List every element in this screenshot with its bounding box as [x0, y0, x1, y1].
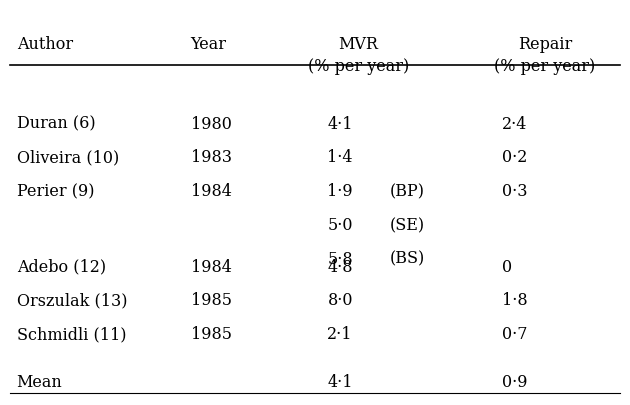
Text: 0·2: 0·2: [501, 149, 527, 166]
Text: Author: Author: [16, 36, 72, 53]
Text: 1·4: 1·4: [328, 149, 353, 166]
Text: Duran (6): Duran (6): [16, 115, 95, 132]
Text: Adebo (12): Adebo (12): [16, 258, 106, 275]
Text: 1·8: 1·8: [501, 292, 527, 309]
Text: 0: 0: [501, 258, 512, 275]
Text: Year: Year: [191, 36, 227, 53]
Text: 4·1: 4·1: [328, 373, 353, 390]
Text: Perier (9): Perier (9): [16, 183, 94, 200]
Text: MVR
(% per year): MVR (% per year): [308, 36, 409, 75]
Text: 0·7: 0·7: [501, 326, 527, 343]
Text: 5·0: 5·0: [328, 216, 353, 233]
Text: 1984: 1984: [191, 183, 232, 200]
Text: 2·4: 2·4: [501, 115, 527, 132]
Text: 1980: 1980: [191, 115, 232, 132]
Text: 0·9: 0·9: [501, 373, 527, 390]
Text: 4·8: 4·8: [328, 258, 353, 275]
Text: 8·0: 8·0: [328, 292, 353, 309]
Text: (BP): (BP): [389, 183, 425, 200]
Text: 1984: 1984: [191, 258, 232, 275]
Text: Orszulak (13): Orszulak (13): [16, 292, 127, 309]
Text: 4·1: 4·1: [328, 115, 353, 132]
Text: Oliveira (10): Oliveira (10): [16, 149, 119, 166]
Text: 1985: 1985: [191, 326, 232, 343]
Text: Mean: Mean: [16, 373, 62, 390]
Text: 0·3: 0·3: [501, 183, 527, 200]
Text: Repair
(% per year): Repair (% per year): [495, 36, 595, 75]
Text: 1·9: 1·9: [328, 183, 353, 200]
Text: Schmidli (11): Schmidli (11): [16, 326, 126, 343]
Text: 5·8: 5·8: [328, 250, 353, 267]
Text: 1985: 1985: [191, 292, 232, 309]
Text: 1983: 1983: [191, 149, 232, 166]
Text: (BS): (BS): [389, 250, 425, 267]
Text: 2·1: 2·1: [328, 326, 353, 343]
Text: (SE): (SE): [389, 216, 425, 233]
